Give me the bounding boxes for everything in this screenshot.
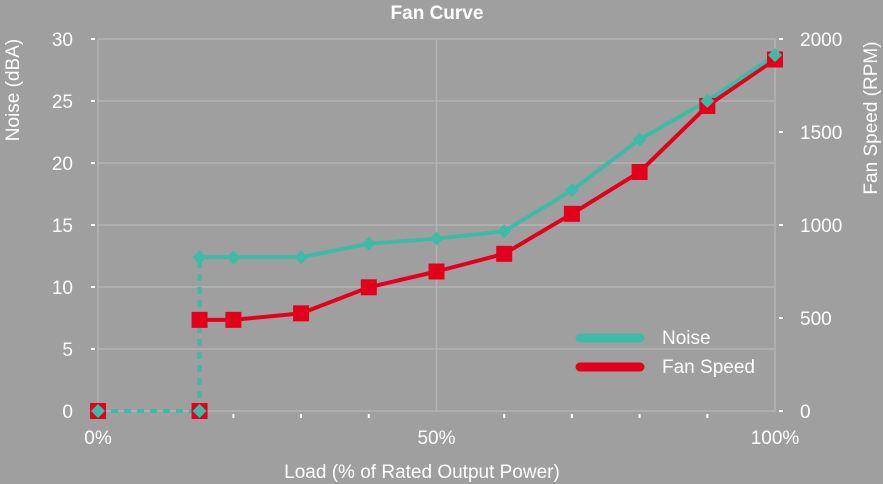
fan-speed-point xyxy=(631,163,648,180)
noise-point xyxy=(192,404,207,418)
noise-point xyxy=(564,183,579,198)
y-right-tick-label: 0 xyxy=(800,402,811,423)
fan-speed-line-segment xyxy=(705,57,777,108)
noise-line-segment xyxy=(705,53,777,103)
noise-point xyxy=(91,404,105,418)
fan-speed-point xyxy=(293,305,310,322)
axis-ticks xyxy=(91,38,783,418)
y-axis-right-title: Fan Speed (RPM) xyxy=(861,41,882,194)
noise-line-segment xyxy=(502,188,574,234)
y-right-tick-label: 1000 xyxy=(800,216,842,237)
y-left-tick-label: 0 xyxy=(62,402,73,423)
y-right-tick-label: 500 xyxy=(800,309,832,330)
y-right-tick-label: 1500 xyxy=(800,123,842,144)
y-left-tick-label: 10 xyxy=(52,278,73,299)
y-left-tick-label: 30 xyxy=(52,30,73,51)
grid-lines xyxy=(97,38,776,412)
noise-point xyxy=(361,236,376,251)
y-left-tick-label: 15 xyxy=(52,216,73,237)
noise-point xyxy=(768,48,782,63)
fan-speed-line-segment xyxy=(502,211,574,256)
fan-speed-point xyxy=(225,311,242,328)
noise-line-segment xyxy=(569,137,642,193)
fan-speed-line-segment xyxy=(299,285,371,316)
y-axis-left-title: Noise (dBA) xyxy=(3,39,24,141)
legend-label-noise: Noise xyxy=(662,328,711,349)
y-left-tick-label: 5 xyxy=(62,340,73,361)
fan-speed-line-segment xyxy=(569,169,642,216)
fan-speed-line-segment xyxy=(366,269,439,290)
noise-line-segment xyxy=(637,99,710,142)
chart-title: Fan Curve xyxy=(391,3,484,24)
noise-point xyxy=(497,224,512,239)
data-markers xyxy=(90,48,783,419)
noise-point xyxy=(226,250,241,265)
fan-speed-line-segment xyxy=(637,103,710,174)
x-tick-label: 0% xyxy=(84,428,112,449)
fan-speed-line-segment xyxy=(434,251,507,274)
legend: Noise Fan Speed xyxy=(575,328,755,378)
legend-label-fan-speed: Fan Speed xyxy=(662,357,755,378)
noise-point xyxy=(429,231,444,246)
data-series xyxy=(98,53,777,413)
y-right-tick-label: 2000 xyxy=(800,30,842,51)
noise-point xyxy=(192,250,207,265)
y-left-tick-label: 25 xyxy=(52,92,73,113)
x-axis-title: Load (% of Rated Output Power) xyxy=(284,462,560,483)
fan-speed-point xyxy=(428,263,445,280)
noise-line-segment xyxy=(434,229,507,241)
x-tick-label: 50% xyxy=(417,428,455,449)
fan-speed-line-segment xyxy=(231,311,304,322)
noise-line-segment xyxy=(299,241,371,260)
y-left-tick-label: 20 xyxy=(52,154,73,175)
x-tick-label: 100% xyxy=(751,428,800,449)
noise-point xyxy=(700,94,715,108)
noise-line-segment xyxy=(366,236,439,246)
fan-speed-point xyxy=(496,245,513,262)
noise-point xyxy=(632,132,647,147)
fan-speed-point xyxy=(360,279,377,296)
fan-speed-point xyxy=(563,205,580,222)
noise-point xyxy=(294,250,309,265)
fan-speed-point xyxy=(191,311,208,328)
